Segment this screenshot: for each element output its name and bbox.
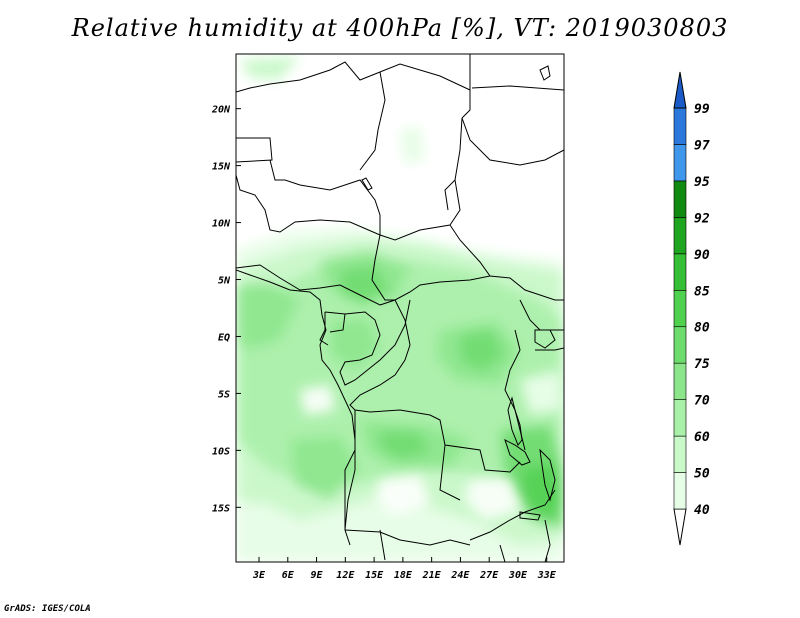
- colorbar-label: 92: [694, 211, 710, 226]
- colorbar-box: [673, 435, 687, 473]
- colorbar-label: 85: [694, 284, 710, 299]
- colorbar-box: [673, 253, 687, 291]
- lat-tick-label: 10S: [212, 446, 230, 457]
- lon-tick-label: 24E: [450, 570, 470, 581]
- lon-tick-label: 27E: [479, 570, 499, 581]
- colorbar-label: 60: [694, 430, 710, 445]
- lon-tick-label: 3E: [252, 570, 266, 581]
- map-title: Relative humidity at 400hPa [%], VT: 201…: [71, 14, 729, 42]
- colorbar-label: 50: [694, 467, 710, 482]
- latitude-axis: 20N 15N 10N 5N EQ 5S 10S 15S: [211, 105, 241, 514]
- lon-tick-label: 18E: [394, 570, 413, 581]
- colorbar-box: [673, 144, 687, 182]
- colorbar-box: [673, 180, 687, 218]
- colorbar-low-triangle: [673, 508, 687, 546]
- colorbar-label: 40: [694, 503, 710, 518]
- colorbar-label: 90: [694, 248, 710, 263]
- lat-tick-label: EQ: [218, 332, 230, 343]
- lat-tick-label: 5N: [218, 276, 231, 287]
- colorbar-label: 70: [694, 394, 710, 409]
- lon-tick-label: 33E: [537, 570, 557, 581]
- colorbar-label: 97: [694, 138, 710, 153]
- colorbar-box: [673, 107, 687, 145]
- colorbar-box: [673, 362, 687, 400]
- colorbar-box: [673, 326, 687, 364]
- lon-tick-label: 30E: [508, 570, 528, 581]
- lat-tick-label: 10N: [212, 219, 231, 230]
- colorbar-label: 75: [694, 357, 710, 372]
- colorbar-box: [673, 289, 687, 328]
- lat-tick-label: 20N: [211, 105, 231, 116]
- lon-tick-label: 9E: [311, 570, 324, 581]
- colorbar-box: [673, 217, 687, 255]
- lon-tick-label: 12E: [336, 570, 355, 581]
- lon-tick-label: 15E: [365, 570, 384, 581]
- lat-tick-label: 15N: [212, 162, 231, 173]
- grads-credit: GrADS: IGES/COLA: [4, 604, 91, 614]
- country-borders: [236, 54, 564, 562]
- map-frame: [235, 53, 565, 563]
- colorbar-box: [673, 399, 687, 437]
- lat-tick-label: 15S: [212, 503, 230, 514]
- colorbar-label: 99: [694, 102, 710, 117]
- colorbar-high-triangle: [673, 71, 687, 109]
- longitude-axis: 3E 6E 9E 12E 15E 18E 21E 24E 27E 30E 33E: [252, 557, 557, 581]
- colorbar-label: 95: [694, 175, 710, 190]
- lon-tick-label: 6E: [282, 570, 295, 581]
- lon-tick-label: 21E: [422, 570, 442, 581]
- lat-tick-label: 5S: [218, 389, 230, 400]
- colorbar-box: [673, 472, 687, 510]
- colorbar-label: 80: [694, 321, 710, 336]
- colorbar: 40 50 60 70 75 80 85 90 92 95 97 99: [673, 71, 710, 546]
